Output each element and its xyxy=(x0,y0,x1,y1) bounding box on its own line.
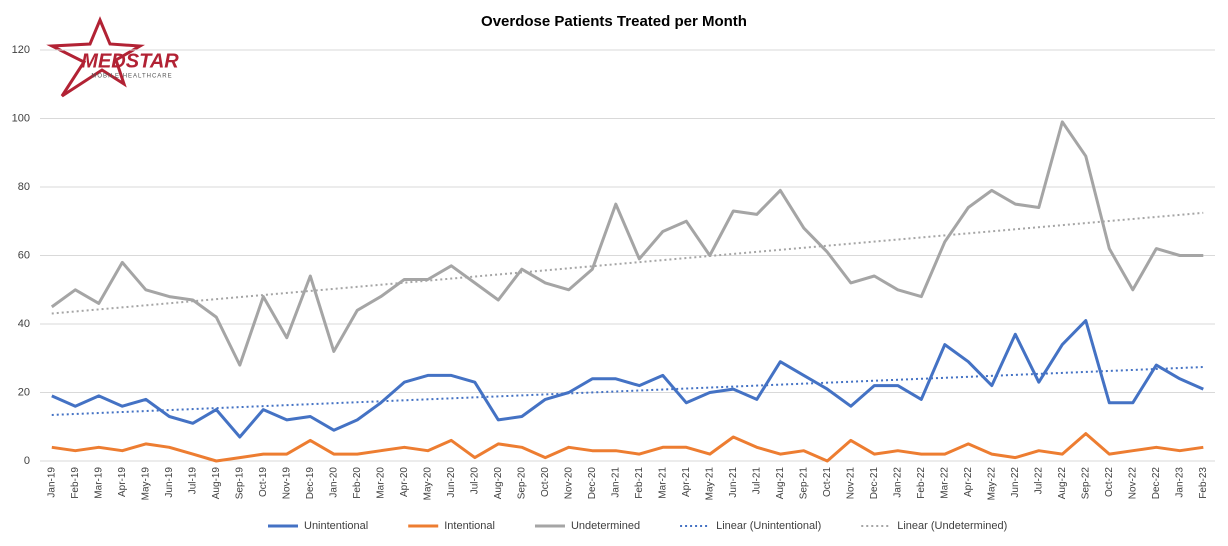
x-tick-label: Dec-20 xyxy=(587,467,598,500)
x-tick-label: Jul-22 xyxy=(1033,467,1044,495)
x-tick-label: May-22 xyxy=(986,467,997,501)
x-tick-label: Apr-20 xyxy=(399,467,410,497)
x-tick-label: Nov-19 xyxy=(281,467,292,500)
x-tick-label: Feb-19 xyxy=(70,467,81,499)
y-tick-label: 40 xyxy=(18,318,30,330)
x-tick-label: Jan-19 xyxy=(46,467,57,498)
y-tick-label: 100 xyxy=(12,112,30,124)
logo-tagline: MOBILE HEALTHCARE xyxy=(91,74,172,80)
x-tick-label: Apr-22 xyxy=(963,467,974,497)
x-tick-label: Apr-19 xyxy=(117,467,128,497)
x-tick-label: Jun-22 xyxy=(1010,467,1021,498)
y-tick-label: 20 xyxy=(18,386,30,398)
x-tick-label: Nov-21 xyxy=(845,467,856,500)
x-tick-label: Oct-22 xyxy=(1104,467,1115,497)
x-tick-label: Feb-22 xyxy=(916,467,927,499)
logo-star xyxy=(46,16,145,98)
x-tick-label: Nov-22 xyxy=(1127,467,1138,500)
legend-label: Linear (Undetermined) xyxy=(897,520,1007,532)
x-tick-label: Sep-22 xyxy=(1080,467,1091,500)
logo: MEDSTAR MOBILE HEALTHCARE xyxy=(46,16,179,98)
x-tick-label: Sep-19 xyxy=(234,467,245,500)
x-tick-label: Aug-22 xyxy=(1057,467,1068,500)
x-tick-label: Feb-23 xyxy=(1198,467,1209,499)
x-tick-label: Jun-19 xyxy=(164,467,175,498)
legend: Unintentional Intentional Undetermined Line… xyxy=(268,520,1007,532)
x-tick-label: Sep-20 xyxy=(516,467,527,500)
x-tick-label: Oct-20 xyxy=(540,467,551,497)
x-tick-label: Aug-20 xyxy=(493,467,504,500)
y-tick-label: 80 xyxy=(18,181,30,193)
x-tick-label: Nov-20 xyxy=(563,467,574,500)
trendline xyxy=(51,366,1204,416)
logo-name: MEDSTAR xyxy=(81,50,179,72)
x-tick-label: Aug-19 xyxy=(211,467,222,500)
x-tick-label: Dec-19 xyxy=(305,467,316,500)
y-tick-label: 60 xyxy=(18,249,30,261)
x-tick-label: Feb-20 xyxy=(352,467,363,499)
legend-label: Undetermined xyxy=(571,520,640,532)
x-tick-label: Jul-20 xyxy=(469,467,480,495)
y-tick-label: 120 xyxy=(12,44,30,56)
x-tick-label: Jun-21 xyxy=(728,467,739,498)
x-tick-label: Dec-21 xyxy=(869,467,880,500)
x-tick-label: Jan-21 xyxy=(610,467,621,498)
x-tick-label: Oct-21 xyxy=(822,467,833,497)
x-tick-label: Oct-19 xyxy=(258,467,269,497)
x-tick-label: Dec-22 xyxy=(1151,467,1162,500)
x-tick-label: Mar-19 xyxy=(93,467,104,499)
x-tick-label: Jan-20 xyxy=(328,467,339,498)
y-tick-label: 0 xyxy=(24,455,30,467)
x-tick-label: Aug-21 xyxy=(775,467,786,500)
x-tick-label: Jul-19 xyxy=(187,467,198,495)
legend-label: Intentional xyxy=(444,520,495,532)
x-tick-label: Mar-20 xyxy=(375,467,386,499)
series-line xyxy=(50,120,1204,367)
x-tick-label: May-19 xyxy=(140,467,151,501)
legend-label: Linear (Unintentional) xyxy=(716,520,821,532)
series-line xyxy=(51,319,1204,439)
chart-title: Overdose Patients Treated per Month xyxy=(481,13,747,30)
legend-label: Unintentional xyxy=(304,520,368,532)
x-tick-label: Mar-22 xyxy=(939,467,950,499)
x-tick-label: Mar-21 xyxy=(657,467,668,499)
x-tick-label: May-21 xyxy=(704,467,715,501)
x-tick-label: Feb-21 xyxy=(634,467,645,499)
x-tick-label: Jun-20 xyxy=(446,467,457,498)
series-line xyxy=(51,432,1204,463)
x-tick-label: Jul-21 xyxy=(751,467,762,495)
x-tick-label: May-20 xyxy=(422,467,433,501)
x-tick-label: Apr-21 xyxy=(681,467,692,497)
x-tick-label: Jan-23 xyxy=(1174,467,1185,498)
x-tick-label: Jan-22 xyxy=(892,467,903,498)
x-tick-label: Sep-21 xyxy=(798,467,809,500)
